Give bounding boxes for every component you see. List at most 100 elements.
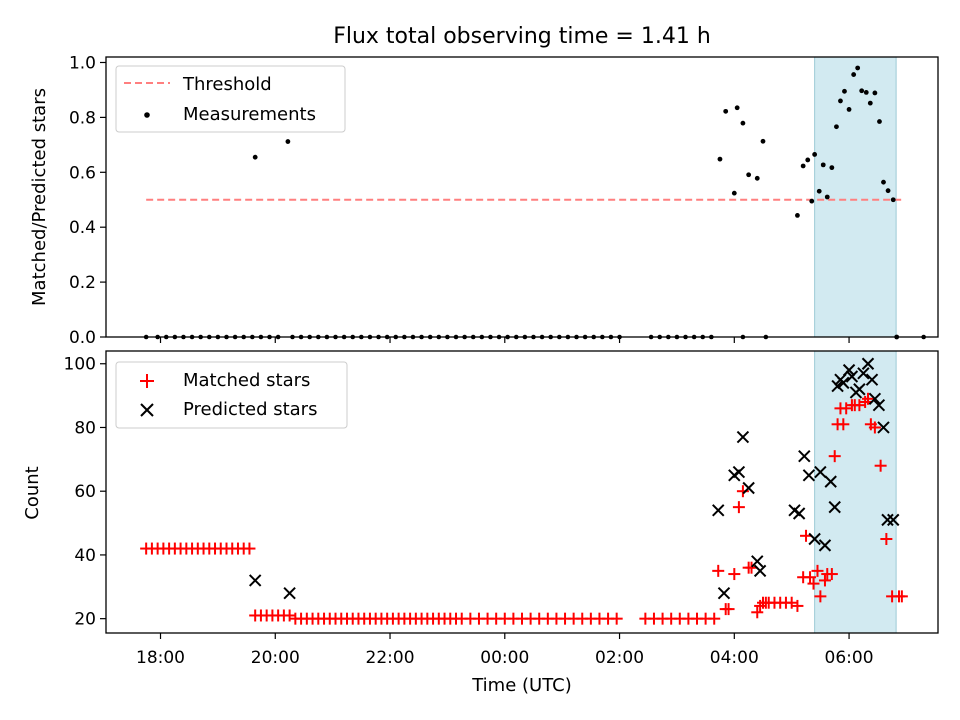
measurement-point xyxy=(731,190,737,196)
predicted-star-point xyxy=(717,586,731,600)
matched-star-point xyxy=(825,568,838,581)
predicted-star-point-b xyxy=(802,469,816,482)
measurement-point xyxy=(851,72,857,77)
count-legend: Matched stars Predicted stars xyxy=(115,361,348,429)
matched-star-point xyxy=(785,596,798,609)
predicted-star-point xyxy=(828,500,841,514)
matched-star-point xyxy=(732,501,745,514)
matched-star-point xyxy=(811,564,824,577)
measurement-point xyxy=(829,165,835,171)
matched-star-point xyxy=(243,542,256,555)
predicted-star-point-b xyxy=(753,564,767,578)
measurement-point xyxy=(890,197,896,203)
predicted-star-point xyxy=(853,383,866,396)
count-y-tick-label: 40 xyxy=(74,546,96,566)
matched-star-point xyxy=(754,599,767,612)
predicted-star-point xyxy=(842,363,856,377)
measurement-point xyxy=(846,107,852,112)
measurement-point xyxy=(754,175,760,181)
measurement-point xyxy=(838,98,843,104)
predicted-star-point xyxy=(845,370,859,383)
predicted-star-point xyxy=(887,513,900,527)
measurement-point xyxy=(723,108,729,114)
predicted-star-point xyxy=(857,367,870,380)
count-y-tick-label: 80 xyxy=(74,418,96,438)
matched-star-point xyxy=(712,564,725,577)
ratio-y-tick-label: 0.2 xyxy=(69,273,96,293)
matched-star-point xyxy=(708,612,721,625)
measurement-point xyxy=(746,172,752,178)
predicted-star-point-b xyxy=(837,376,850,390)
count-y-tick-label: 100 xyxy=(64,355,96,375)
ratio-legend: Threshold Measurements xyxy=(115,65,346,133)
predicted-star-point xyxy=(802,469,816,482)
predicted-star-point-b xyxy=(798,449,811,463)
predicted-star-point-b xyxy=(751,555,764,568)
matched-star-point xyxy=(818,574,831,587)
matched-star-point xyxy=(861,392,874,405)
matched-star-point xyxy=(283,609,296,622)
measurement-point xyxy=(859,88,865,94)
predicted-star-point xyxy=(868,392,882,406)
measurement-point xyxy=(834,124,839,130)
matched-star-point xyxy=(868,421,881,434)
predicted-star-point-b xyxy=(732,465,746,479)
measurement-point xyxy=(812,152,818,157)
count-panel: 20 40 60 80 100 18:00 20:00 22:00 00:00 02:00 04:… xyxy=(22,337,939,696)
x-axis-label: Time (UTC) xyxy=(471,675,572,696)
predicted-legend-label: Predicted stars xyxy=(183,399,317,420)
measurements-legend-marker xyxy=(144,112,150,118)
ratio-panel: 0.0 0.2 0.4 0.6 0.8 1.0 Matched/Predicted sta… xyxy=(29,53,939,348)
time-x-tick-label: 18:00 xyxy=(136,648,185,668)
predicted-star-point-b xyxy=(808,532,821,546)
count-y-axis-label: Count xyxy=(22,466,43,519)
predicted-star-point-b xyxy=(831,379,844,393)
count-plot-area xyxy=(140,350,908,634)
predicted-star-point-b xyxy=(872,398,886,412)
matched-star-point xyxy=(807,577,820,590)
measurement-point xyxy=(717,156,723,162)
measurement-point xyxy=(252,154,258,160)
predicted-star-point xyxy=(753,564,767,578)
matched-star-point xyxy=(880,533,893,545)
predicted-star-point xyxy=(814,465,827,479)
matched-star-point xyxy=(837,418,850,431)
matched-star-point xyxy=(828,450,841,463)
ratio-legend-box xyxy=(115,65,346,133)
ratio-y-tick-label: 0.8 xyxy=(69,108,96,128)
ratio-y-tick-label: 0.0 xyxy=(69,328,96,348)
ratio-y-tick-label: 1.0 xyxy=(69,53,96,73)
ratio-y-axis-label: Matched/Predicted stars xyxy=(29,88,50,306)
measurements-legend-label: Measurements xyxy=(183,104,316,125)
count-y-tick-label: 20 xyxy=(74,610,96,630)
measurement-point xyxy=(863,90,869,95)
matched-star-point xyxy=(895,590,908,603)
measurement-point xyxy=(872,90,878,96)
measurement-point xyxy=(881,179,886,185)
matched-star-point xyxy=(722,603,735,616)
predicted-star-point-b xyxy=(814,465,827,479)
matched-star-point xyxy=(814,590,827,603)
measurement-point xyxy=(760,138,766,144)
predicted-star-point-b xyxy=(818,539,832,552)
count-y-axis: 20 40 60 80 100 xyxy=(64,355,106,630)
measurement-point xyxy=(800,163,806,169)
predicted-star-point-b xyxy=(717,586,731,600)
time-x-tick-label: 20:00 xyxy=(251,648,300,668)
predicted-star-point xyxy=(861,357,875,370)
predicted-star-point-b xyxy=(712,504,725,517)
measurement-point xyxy=(885,188,891,194)
measurement-point xyxy=(877,119,882,124)
matched-star-point xyxy=(736,485,749,498)
measurement-point xyxy=(740,120,746,126)
measurement-point xyxy=(734,105,740,111)
predicted-star-point-b xyxy=(248,574,262,587)
measurement-point xyxy=(855,65,861,71)
predicted-star-point xyxy=(865,373,879,386)
matched-star-point xyxy=(804,571,817,584)
matched-star-point xyxy=(745,561,758,574)
matched-legend-marker xyxy=(140,374,154,388)
measurement-point xyxy=(809,198,815,204)
time-x-axis: 18:00 20:00 22:00 00:00 02:00 04:00 06:00 xyxy=(136,337,874,668)
time-x-tick-label: 22:00 xyxy=(366,648,415,668)
